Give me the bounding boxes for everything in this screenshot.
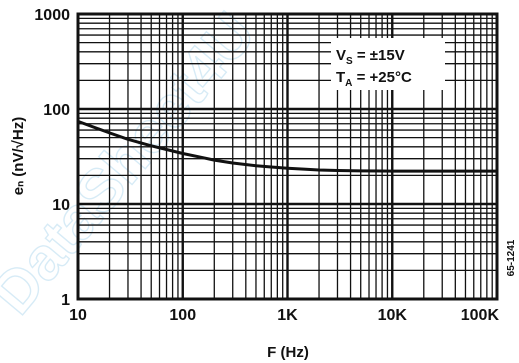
condition-supply-voltage: VS = ±15V	[336, 47, 405, 67]
condition-supply-subscript: S	[346, 56, 353, 67]
noise-curve-line	[76, 119, 499, 173]
y-tick-label: 1000	[34, 7, 70, 24]
x-tick-label: 10	[69, 307, 87, 324]
condition-temperature-symbol: T	[336, 69, 345, 86]
y-tick-label: 1	[61, 292, 70, 309]
condition-temperature-value: = +25°C	[352, 69, 412, 86]
x-tick-label: 10K	[378, 307, 408, 324]
y-axis-title: eₙ (nV/√Hz)	[10, 117, 27, 195]
condition-temperature-subscript: A	[345, 78, 352, 89]
condition-supply-symbol: V	[336, 47, 346, 64]
x-tick-label: 1K	[277, 307, 298, 324]
y-tick-label: 10	[52, 197, 70, 214]
grid	[76, 12, 499, 301]
condition-ambient-temperature: TA = +25°C	[336, 69, 412, 89]
plot-frame	[76, 12, 499, 301]
noise-curve-layer	[76, 119, 499, 173]
condition-supply-value: = ±15V	[353, 47, 405, 64]
x-tick-label: 100	[169, 307, 196, 324]
figure-code: 65-1241	[506, 239, 517, 276]
conditions-box: VS = ±15V TA = +25°C	[331, 38, 445, 90]
x-tick-label: 100K	[461, 307, 500, 324]
x-axis-title: F (Hz)	[267, 344, 309, 361]
y-tick-label: 100	[43, 102, 70, 119]
conditions-background	[331, 38, 445, 90]
